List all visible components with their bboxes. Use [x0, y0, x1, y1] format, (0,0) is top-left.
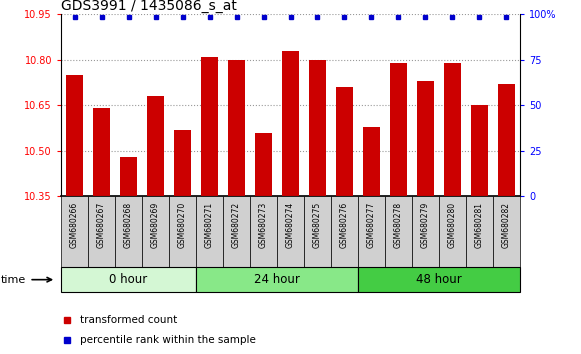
Bar: [254, 133, 272, 196]
Text: GSM680273: GSM680273: [259, 202, 268, 249]
Text: GSM680278: GSM680278: [394, 202, 403, 248]
Text: GSM680266: GSM680266: [70, 202, 79, 249]
Bar: [277, 196, 304, 267]
Text: GSM680271: GSM680271: [205, 202, 214, 248]
Bar: [88, 196, 115, 267]
Text: percentile rank within the sample: percentile rank within the sample: [80, 335, 256, 345]
Bar: [331, 196, 358, 267]
Bar: [358, 267, 520, 292]
Text: GSM680279: GSM680279: [421, 202, 430, 249]
Bar: [61, 196, 88, 267]
Bar: [282, 51, 299, 196]
Bar: [147, 96, 164, 196]
Text: GSM680272: GSM680272: [232, 202, 241, 248]
Bar: [66, 75, 83, 196]
Bar: [250, 196, 277, 267]
Bar: [200, 57, 218, 196]
Bar: [493, 196, 520, 267]
Text: time: time: [1, 275, 52, 285]
Bar: [444, 63, 461, 196]
Text: GSM680282: GSM680282: [502, 202, 511, 248]
Bar: [471, 105, 488, 196]
Text: GSM680276: GSM680276: [340, 202, 349, 249]
Bar: [358, 196, 385, 267]
Bar: [93, 108, 110, 196]
Bar: [304, 196, 331, 267]
Bar: [498, 84, 515, 196]
Text: GSM680268: GSM680268: [124, 202, 133, 248]
Bar: [417, 81, 434, 196]
Bar: [363, 127, 381, 196]
Bar: [466, 196, 493, 267]
Text: GDS3991 / 1435086_s_at: GDS3991 / 1435086_s_at: [61, 0, 237, 13]
Bar: [61, 267, 196, 292]
Bar: [169, 196, 196, 267]
Bar: [439, 196, 466, 267]
Text: GSM680281: GSM680281: [475, 202, 484, 248]
Bar: [196, 267, 358, 292]
Bar: [196, 196, 223, 267]
Text: GSM680274: GSM680274: [286, 202, 295, 249]
Text: GSM680275: GSM680275: [313, 202, 322, 249]
Bar: [115, 196, 142, 267]
Text: 48 hour: 48 hour: [416, 273, 462, 286]
Bar: [390, 63, 407, 196]
Text: GSM680277: GSM680277: [367, 202, 376, 249]
Bar: [120, 157, 137, 196]
Bar: [309, 60, 327, 196]
Bar: [223, 196, 250, 267]
Bar: [174, 130, 191, 196]
Bar: [385, 196, 412, 267]
Text: 0 hour: 0 hour: [109, 273, 148, 286]
Bar: [336, 87, 353, 196]
Text: GSM680269: GSM680269: [151, 202, 160, 249]
Bar: [228, 60, 245, 196]
Text: GSM680280: GSM680280: [448, 202, 457, 248]
Text: transformed count: transformed count: [80, 315, 178, 325]
Text: 24 hour: 24 hour: [254, 273, 300, 286]
Text: GSM680270: GSM680270: [178, 202, 187, 249]
Bar: [142, 196, 169, 267]
Text: GSM680267: GSM680267: [97, 202, 106, 249]
Bar: [412, 196, 439, 267]
